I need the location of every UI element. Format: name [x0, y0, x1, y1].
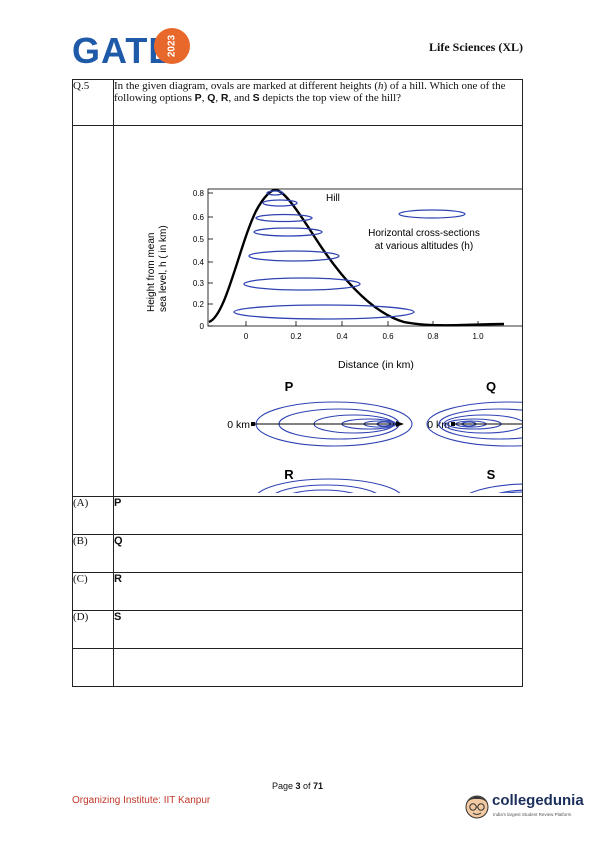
option-label: (B)	[72, 534, 114, 573]
organizer-text: Organizing Institute: IIT Kanpur	[72, 795, 211, 806]
question-row: Q.5 In the given diagram, ovals are mark…	[72, 79, 523, 126]
logo-badge	[154, 28, 190, 64]
option-panel-q: Q0 km	[426, 379, 592, 447]
x-tick-label: 0	[244, 332, 249, 341]
origin-marker	[251, 422, 255, 426]
cross-section-oval	[255, 213, 313, 223]
x-tick-label: 0.8	[427, 332, 439, 341]
y-ticks: 0.8 0.6 0.5 0.4 0.3 0.2 0	[193, 189, 574, 331]
option-panel-p: P 0 km	[227, 379, 413, 447]
hill-cross-sections	[233, 190, 415, 320]
figure-row: 0.8 0.6 0.5 0.4 0.3 0.2 0 0 0.2 0.4 0.6 0.8 1.0 Hei…	[72, 125, 595, 527]
empty-row	[72, 648, 523, 687]
legend-line-2: at various altitudes (h)	[375, 241, 473, 252]
option-row: (A) P	[72, 496, 523, 535]
origin-marker	[451, 422, 455, 426]
brand-tagline: India's largest Student Review Platform	[493, 812, 572, 817]
y-axis-label-1: Height from mean	[146, 233, 157, 312]
top-view-oval	[269, 484, 383, 516]
cross-section-oval	[262, 199, 298, 207]
option-value: S	[113, 610, 523, 649]
option-panel-s: S0 km	[427, 467, 595, 527]
cross-section-oval	[233, 304, 415, 320]
brand-name: collegedunia	[492, 792, 584, 809]
top-view-oval	[253, 478, 405, 522]
x-tick-label: 0.6	[382, 332, 394, 341]
collegedunia-logo: collegedunia India's largest Student Rev…	[462, 790, 584, 830]
cross-section-oval	[243, 277, 361, 291]
y-tick-label: 0.6	[193, 213, 205, 222]
y-tick-label: 0.3	[193, 279, 205, 288]
cross-section-oval	[266, 190, 284, 196]
option-label: (D)	[72, 610, 114, 649]
arrow-head-icon	[396, 421, 404, 427]
question-text: In the given diagram, ovals are marked a…	[113, 79, 523, 126]
x-tick-label: 0.4	[336, 332, 348, 341]
legend-line-1: Horizontal cross-sections	[368, 228, 480, 239]
hill-label: Hill	[326, 193, 340, 204]
option-row: (D) S	[72, 610, 523, 649]
panel-letter: P	[285, 379, 294, 394]
x-tick-label: 1.0	[472, 332, 484, 341]
option-value: Q	[113, 534, 523, 573]
origin-label: 0 km	[227, 419, 250, 431]
option-row: (B) Q	[72, 534, 523, 573]
mascot-icon	[465, 795, 489, 819]
option-value: R	[113, 572, 523, 611]
x-ticks: 0 0.2 0.4 0.6 0.8 1.0	[244, 321, 484, 341]
y-tick-label: 0.4	[193, 258, 205, 267]
question-table: Q.5 In the given diagram, ovals are mark…	[72, 79, 595, 687]
logo-year: 2023	[166, 34, 178, 58]
panel-letter: R	[284, 467, 294, 482]
cross-section-oval	[253, 227, 323, 237]
panel-letter: Q	[486, 379, 496, 394]
y-axis-label-2: sea level, h ( in km)	[158, 225, 169, 312]
legend-oval	[398, 209, 466, 219]
y-tick-label: 0.2	[193, 300, 205, 309]
option-panel-r: R0 km	[227, 467, 405, 522]
y-tick-label: 0.5	[193, 235, 205, 244]
hill-curve	[208, 188, 505, 327]
option-label: (A)	[72, 496, 114, 535]
option-value: P	[113, 496, 523, 535]
x-axis-label: Distance (in km)	[338, 359, 414, 371]
subject-title: Life Sciences (XL)	[429, 40, 523, 54]
option-label: (C)	[72, 572, 114, 611]
top-view-oval	[458, 483, 595, 525]
page-number: Page 3 of 71	[271, 781, 324, 791]
question-figure: 0.8 0.6 0.5 0.4 0.3 0.2 0 0 0.2 0.4 0.6 0.8 1.0 Hei…	[146, 188, 595, 527]
gate-logo: GATE 2023	[72, 28, 192, 72]
top-view-oval	[282, 489, 364, 511]
y-tick-label: 0.8	[193, 189, 205, 198]
option-panels: P 0 km Q0 km R0 km S0 km	[227, 379, 595, 527]
question-number: Q.5	[72, 79, 114, 126]
option-row: (C) R	[72, 572, 523, 611]
x-tick-label: 0.2	[290, 332, 302, 341]
panel-letter: S	[487, 467, 496, 482]
figure-cell: 0.8 0.6 0.5 0.4 0.3 0.2 0 0 0.2 0.4 0.6 0.8 1.0 Hei…	[113, 125, 595, 527]
y-tick-label: 0	[200, 322, 205, 331]
cross-section-oval	[248, 250, 340, 262]
